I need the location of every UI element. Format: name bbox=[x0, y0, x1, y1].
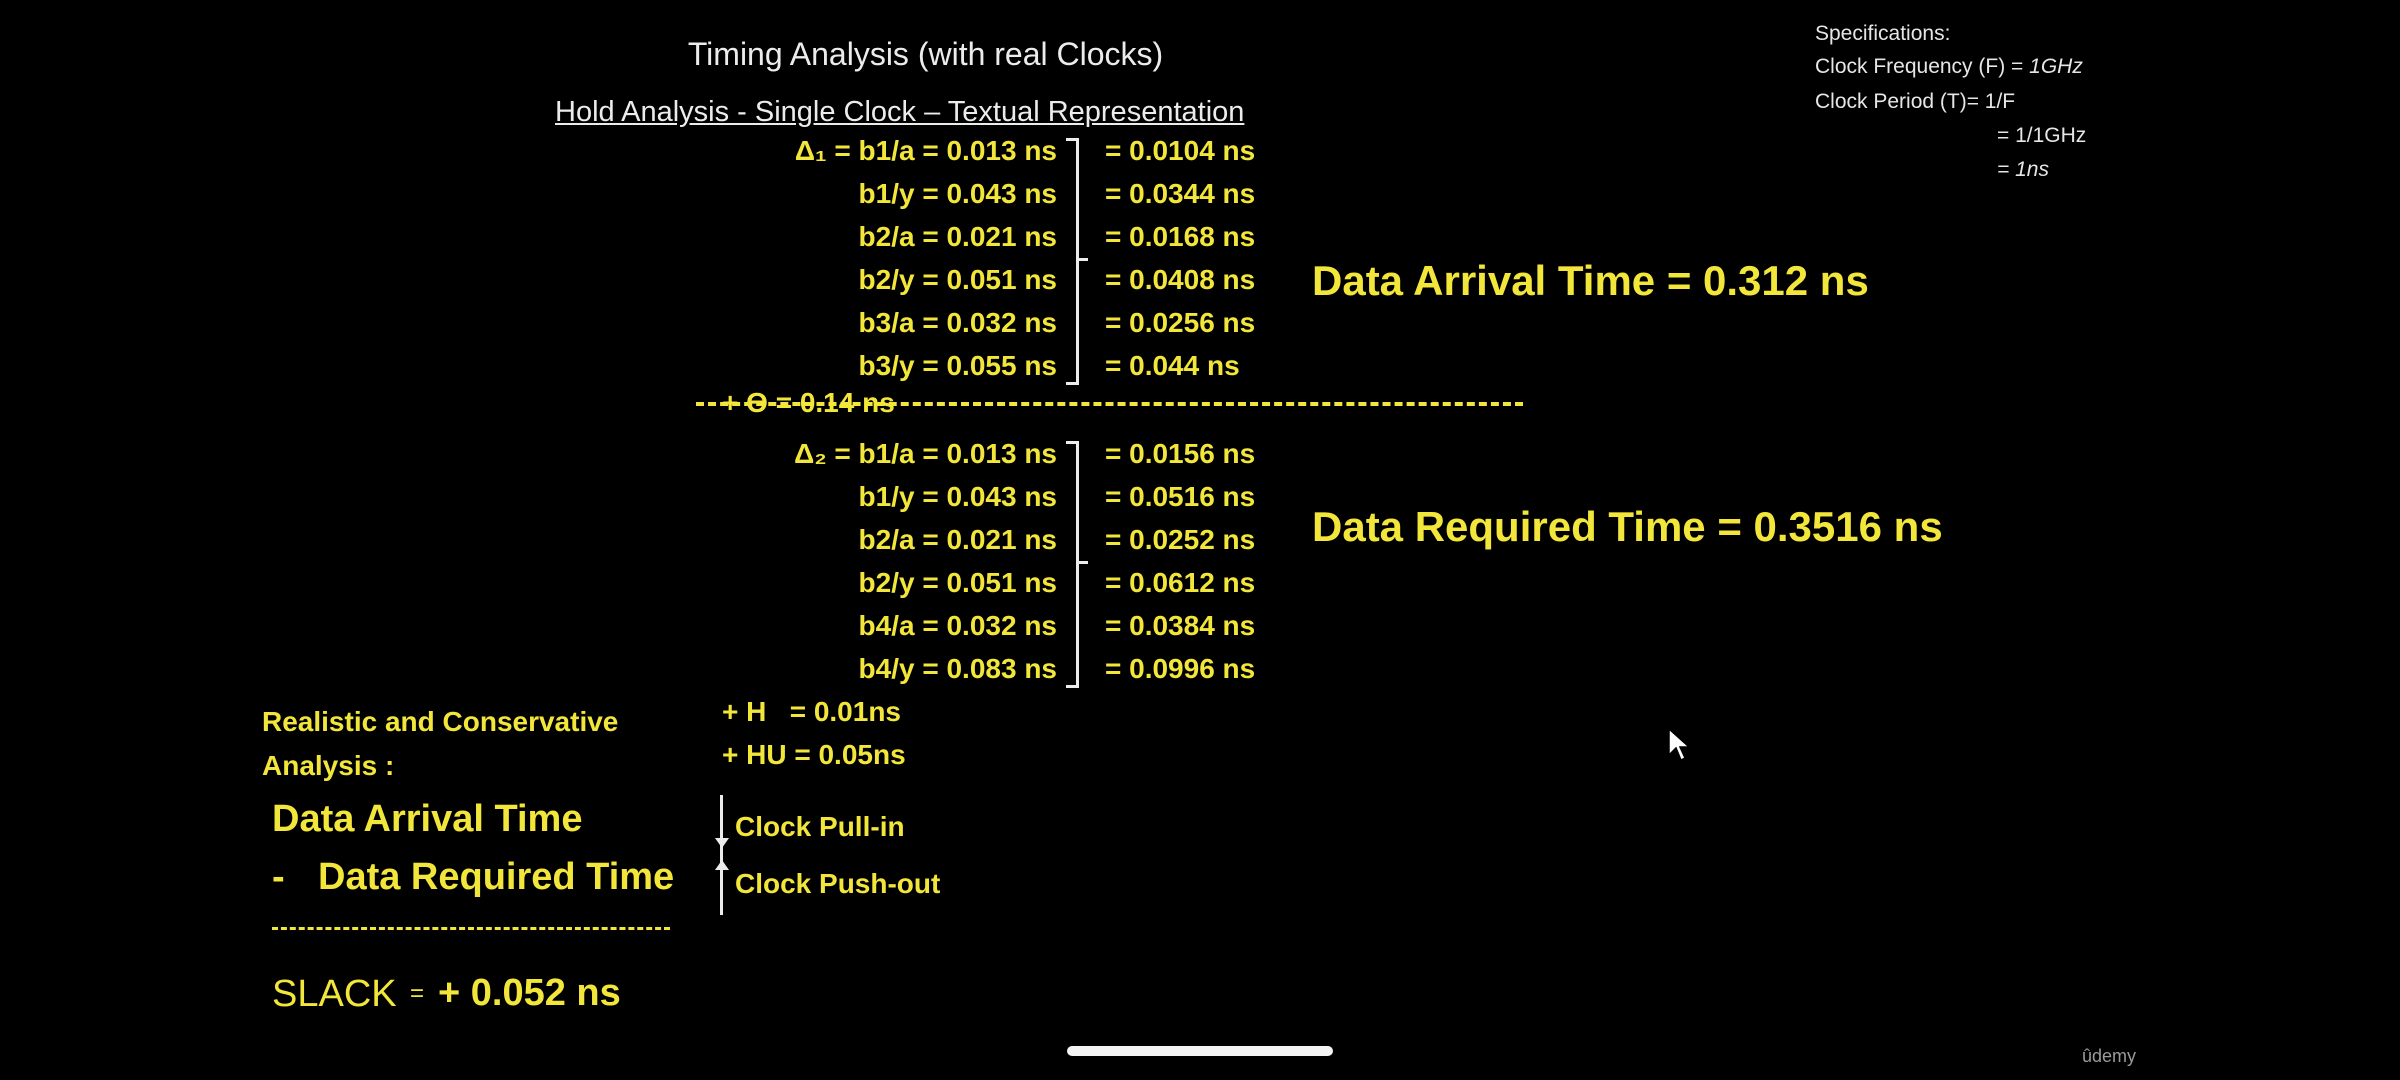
spec-clock-frequency-value: 1GHz bbox=[2029, 55, 2083, 78]
hold-time-line: + H = 0.01ns bbox=[722, 696, 901, 727]
capture-delay-label: b4/y = 0.083 ns bbox=[858, 653, 1057, 684]
clock-adjust-bar bbox=[720, 795, 723, 915]
hold-uncertainty-line: + HU = 0.05ns bbox=[722, 739, 906, 770]
spec-clock-period-step2: = 1/1GHz bbox=[1997, 124, 2087, 147]
capture-delay-label: Δ₂ = b1/a = 0.013 ns bbox=[794, 438, 1057, 469]
data-arrival-time: Data Arrival Time = 0.312 ns bbox=[1312, 257, 1869, 304]
launch-derated-value: = 0.0168 ns bbox=[1105, 221, 1256, 252]
spec-clock-frequency-label: Clock Frequency (F) = bbox=[1815, 55, 2024, 78]
separator-dashed-line bbox=[696, 402, 1523, 406]
launch-delay-label: Δ₁ = b1/a = 0.013 ns bbox=[794, 135, 1057, 166]
clock-push-out-label: Clock Push-out bbox=[735, 868, 941, 899]
capture-derated-value: = 0.0156 ns bbox=[1105, 438, 1256, 469]
launch-derated-value: = 0.0344 ns bbox=[1105, 178, 1256, 209]
launch-brace bbox=[1066, 138, 1079, 385]
capture-delay-label: b4/a = 0.032 ns bbox=[858, 610, 1057, 641]
capture-derated-value: = 0.0996 ns bbox=[1105, 653, 1256, 684]
analysis-label: Realistic and Conservative bbox=[262, 706, 619, 737]
launch-delay-label: b2/a = 0.021 ns bbox=[858, 221, 1057, 252]
launch-delay-label: b1/y = 0.043 ns bbox=[858, 178, 1057, 209]
launch-derated-value: = 0.0256 ns bbox=[1105, 307, 1256, 338]
arrow-down-icon bbox=[715, 838, 729, 848]
capture-derated-value: = 0.0384 ns bbox=[1105, 610, 1256, 641]
equation-required: Data Required Time bbox=[318, 856, 675, 898]
launch-delay-label: b3/y = 0.055 ns bbox=[858, 350, 1057, 381]
slack-label: SLACK bbox=[272, 973, 397, 1015]
slack-value: + 0.052 ns bbox=[438, 972, 621, 1014]
slide-title: Timing Analysis (with real Clocks) bbox=[687, 36, 1164, 72]
capture-delay-label: b2/y = 0.051 ns bbox=[858, 567, 1057, 598]
arrow-up-icon bbox=[715, 860, 729, 870]
analysis-label-cont: Analysis : bbox=[262, 750, 395, 781]
launch-delay-label: b2/y = 0.051 ns bbox=[858, 264, 1057, 295]
spec-clock-period-step3: = 1ns bbox=[1997, 158, 2049, 181]
spec-clock-frequency: Clock Frequency (F) = 1GHz bbox=[1815, 55, 2083, 79]
udemy-watermark: ûdemy bbox=[2082, 1046, 2137, 1066]
launch-brace-tick bbox=[1079, 258, 1088, 261]
capture-derated-value: = 0.0612 ns bbox=[1105, 567, 1256, 598]
mouse-pointer-icon bbox=[1668, 727, 1691, 762]
capture-delay-label: b1/y = 0.043 ns bbox=[858, 481, 1057, 512]
clock-pull-in-label: Clock Pull-in bbox=[735, 811, 905, 842]
capture-brace-tick bbox=[1079, 561, 1088, 564]
slack-separator bbox=[272, 927, 670, 930]
spec-clock-period: Clock Period (T)= 1/F bbox=[1815, 90, 2016, 113]
equation-minus: - bbox=[272, 856, 285, 898]
capture-derated-value: = 0.0252 ns bbox=[1105, 524, 1256, 555]
launch-derated-value: = 0.044 ns bbox=[1105, 350, 1240, 381]
launch-derated-value: = 0.0104 ns bbox=[1105, 135, 1256, 166]
capture-derated-value: = 0.0516 ns bbox=[1105, 481, 1256, 512]
capture-brace bbox=[1066, 441, 1079, 688]
launch-derated-value: = 0.0408 ns bbox=[1105, 264, 1256, 295]
launch-delay-label: b3/a = 0.032 ns bbox=[858, 307, 1057, 338]
home-indicator-bar[interactable] bbox=[1067, 1046, 1333, 1056]
spec-heading: Specifications: bbox=[1815, 22, 1951, 45]
data-required-time: Data Required Time = 0.3516 ns bbox=[1312, 503, 1943, 550]
slack-equals: = bbox=[410, 980, 425, 1007]
hold-analysis-heading: Hold Analysis - Single Clock – Textual R… bbox=[555, 96, 1245, 128]
equation-arrival: Data Arrival Time bbox=[272, 798, 583, 840]
capture-delay-label: b2/a = 0.021 ns bbox=[858, 524, 1057, 555]
